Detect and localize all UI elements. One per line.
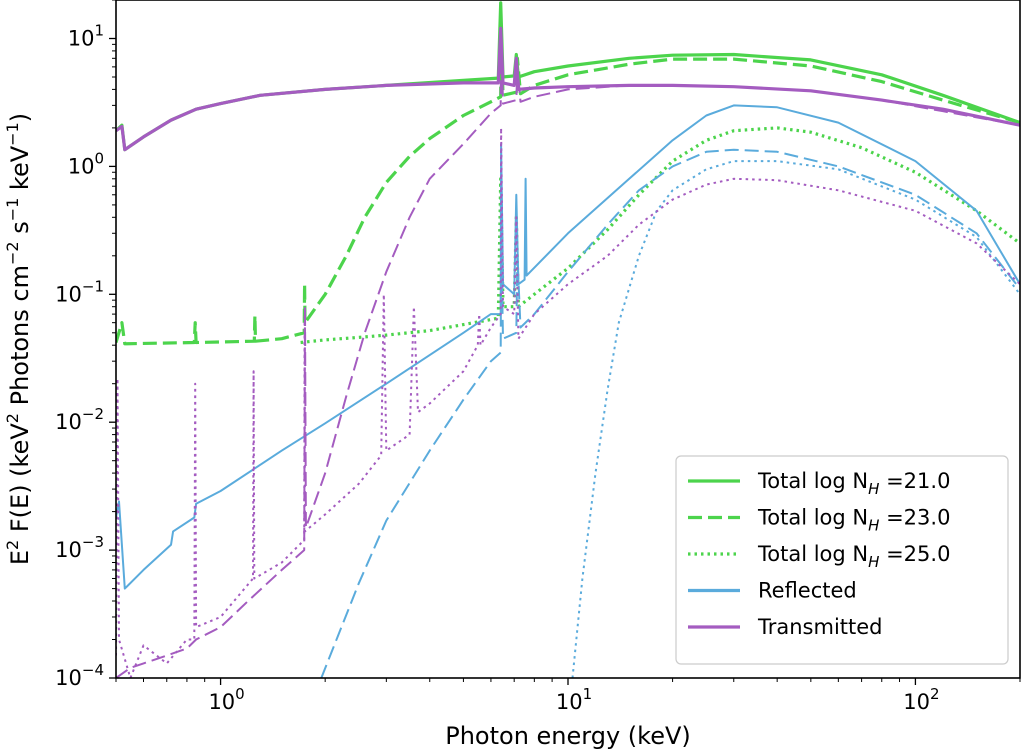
ticks-layer: 100 101 102 10−4 10−3 10−2 10−1 100 101 bbox=[55, 0, 1021, 714]
y-tick-label: 10−3 bbox=[55, 533, 104, 562]
legend-box bbox=[675, 455, 1009, 665]
y-tick-label: 10−2 bbox=[55, 405, 104, 434]
legend-label-total21: Total log NH =21.0 bbox=[757, 469, 950, 498]
series-line-transmitted-log-nh-23-0 bbox=[116, 27, 1020, 678]
y-tick-label: 101 bbox=[68, 22, 104, 51]
legend-label-transmitted: Transmitted bbox=[757, 615, 883, 639]
legend: Total log NH =21.0 Total log NH =23.0 Tota… bbox=[675, 455, 1009, 665]
x-axis-title: Photon energy (keV) bbox=[445, 722, 691, 750]
series-line-reflected-log-nh-23-0 bbox=[320, 148, 1020, 678]
y-tick-label: 100 bbox=[68, 149, 104, 178]
y-axis-title: E2 F(E) (keV2 Photons cm−2 s−1 keV−1) bbox=[3, 113, 34, 565]
x-tick-label: 102 bbox=[903, 685, 939, 714]
series-line-total-log-nh-25-0 bbox=[300, 126, 1020, 345]
legend-label-total25: Total log NH =25.0 bbox=[757, 542, 950, 571]
y-tick-label: 10−1 bbox=[55, 277, 104, 306]
series-line-reflected-log-nh-25-0 bbox=[571, 160, 1020, 678]
x-tick-label: 101 bbox=[556, 685, 592, 714]
series-layer bbox=[116, 1, 1020, 678]
x-tick-label: 100 bbox=[208, 685, 244, 714]
y-tick-label: 10−4 bbox=[55, 661, 104, 690]
series-line-total-log-nh-23-0 bbox=[116, 26, 1020, 346]
legend-label-reflected: Reflected bbox=[758, 579, 857, 603]
legend-label-total23: Total log NH =23.0 bbox=[757, 506, 950, 535]
